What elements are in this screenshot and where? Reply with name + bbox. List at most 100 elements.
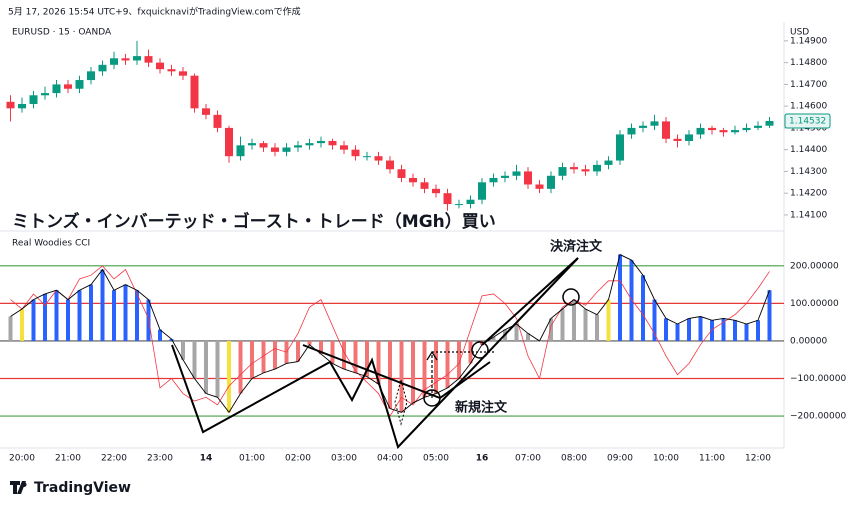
header: 5月 17, 2026 15:54 UTC+9、fxquicknaviがTrad… (8, 6, 301, 18)
y-tick-label: 200.00000 (790, 261, 839, 271)
cci-bar (721, 318, 726, 341)
candle-body (64, 84, 72, 89)
candle-body (547, 175, 555, 189)
x-tick-label: 14 (200, 454, 213, 464)
cci-bar (135, 290, 139, 341)
cci-bar (756, 320, 760, 341)
marks: 1.141001.142001.143001.144001.145001.146… (0, 36, 846, 464)
x-tick-label: 02:00 (285, 454, 311, 464)
cci-bar (526, 333, 530, 341)
x-tick-label: 11:00 (699, 454, 725, 464)
x-tick-label: 08:00 (561, 454, 587, 464)
candle-body (351, 149, 360, 157)
cci-bar (89, 284, 93, 341)
annotation: 決済注文 (550, 239, 603, 255)
candle-body (75, 80, 84, 89)
cci-bar (238, 340, 243, 394)
candle-body (29, 95, 38, 104)
x-tick-label: 09:00 (607, 454, 633, 464)
y-tick-label: 1.14800 (790, 58, 827, 68)
candle-body (570, 167, 578, 170)
cci-bar (20, 309, 24, 341)
candle-body (190, 75, 199, 109)
y-tick-label: 1.14700 (790, 80, 827, 90)
cci-bar (445, 340, 450, 388)
cci-line (10, 253, 770, 414)
cci-bar (192, 340, 197, 379)
cci-bar (457, 340, 461, 379)
candle-body (133, 56, 141, 61)
candle-body (110, 58, 118, 65)
candle-body (6, 101, 15, 109)
candle-body (225, 127, 233, 157)
cci-signal-line (10, 265, 770, 417)
candle-body (409, 177, 417, 183)
candle-body (696, 127, 705, 135)
cci-bar (399, 340, 404, 413)
cci-bar (468, 340, 473, 364)
candle-body (156, 62, 164, 70)
cci-bar (710, 320, 714, 341)
brand-logo (10, 481, 27, 494)
y-tick-label: 1.14600 (790, 102, 827, 112)
cci-bar (514, 324, 519, 341)
cci-bar (365, 340, 369, 377)
cci-bar (273, 340, 277, 370)
candle-body (432, 188, 440, 194)
cci-bar (43, 293, 47, 341)
candle-body (87, 71, 95, 81)
cci-bar (158, 329, 162, 341)
candle-body (305, 143, 314, 146)
entry-circle (471, 341, 489, 359)
candle-body (685, 134, 693, 141)
pattern-line (481, 257, 579, 346)
cci-bar (664, 318, 668, 341)
cci-bar (549, 318, 553, 341)
candle-body (765, 120, 774, 126)
candle-body (604, 160, 613, 165)
y-tick-label: 1.14200 (790, 189, 827, 199)
overlay-title: ミトンズ・インバーテッド・ゴースト・トレード（MGh）買い (12, 211, 496, 232)
candle-body (512, 171, 521, 176)
candle-body (662, 121, 670, 139)
candle-body (443, 193, 452, 205)
candle-body (558, 167, 567, 176)
cci-bar (54, 290, 59, 341)
cci-bar (307, 340, 312, 345)
candle-body (179, 71, 187, 76)
candle-body (420, 182, 429, 189)
x-tick-label: 01:00 (239, 454, 265, 464)
candle-body (52, 84, 61, 94)
cci-bar (652, 299, 657, 341)
x-tick-label: 22:00 (101, 454, 127, 464)
x-tick-label: 12:00 (745, 454, 771, 464)
candle-body (650, 121, 659, 126)
candle-body (41, 93, 49, 96)
dashed-marker (394, 378, 408, 426)
x-tick-label: 07:00 (515, 454, 541, 464)
candle-body (478, 182, 486, 200)
cci-bar (123, 284, 128, 341)
y-tick-label: −100.00000 (790, 374, 846, 384)
y-tick-label: 1.14400 (790, 145, 827, 155)
cci-bar (261, 340, 266, 373)
candle-body (742, 127, 751, 131)
y-tick-label: 1.14900 (790, 36, 827, 46)
y-tick-label: 0.00000 (790, 336, 827, 346)
candle-body (719, 130, 728, 133)
candle-body (271, 147, 279, 152)
x-tick-label: 16 (476, 454, 489, 464)
cci-bar (560, 309, 565, 341)
candle-body (259, 143, 268, 148)
x-tick-label: 05:00 (423, 454, 449, 464)
candle-body (144, 56, 153, 63)
cci-bar (733, 320, 737, 341)
cci-bar (491, 337, 496, 341)
cci-bar (353, 340, 358, 373)
cci-bar (169, 339, 174, 341)
candle-body (202, 108, 210, 115)
candle-body (213, 114, 222, 128)
candle-body (455, 204, 463, 206)
cci-bar (296, 340, 300, 362)
x-tick-label: 21:00 (55, 454, 81, 464)
